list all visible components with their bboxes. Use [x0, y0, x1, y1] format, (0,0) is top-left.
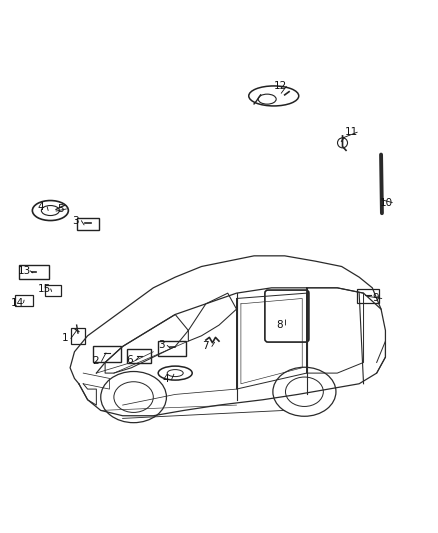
Text: 2: 2: [92, 357, 99, 366]
Text: 14: 14: [11, 298, 24, 308]
Text: 11: 11: [345, 127, 358, 137]
Text: 15: 15: [38, 284, 51, 294]
Text: 1: 1: [61, 334, 68, 343]
Text: 12: 12: [274, 82, 287, 91]
Text: 6: 6: [126, 356, 133, 365]
Text: 5: 5: [57, 204, 64, 214]
Text: 4: 4: [38, 202, 45, 212]
Text: 9: 9: [372, 294, 379, 303]
Text: 3: 3: [158, 341, 165, 350]
Text: 7: 7: [202, 342, 209, 351]
Text: 4: 4: [162, 375, 169, 384]
Text: 8: 8: [276, 320, 283, 330]
Text: 10: 10: [380, 198, 393, 207]
Text: 13: 13: [18, 266, 31, 276]
Text: 3: 3: [72, 216, 79, 225]
